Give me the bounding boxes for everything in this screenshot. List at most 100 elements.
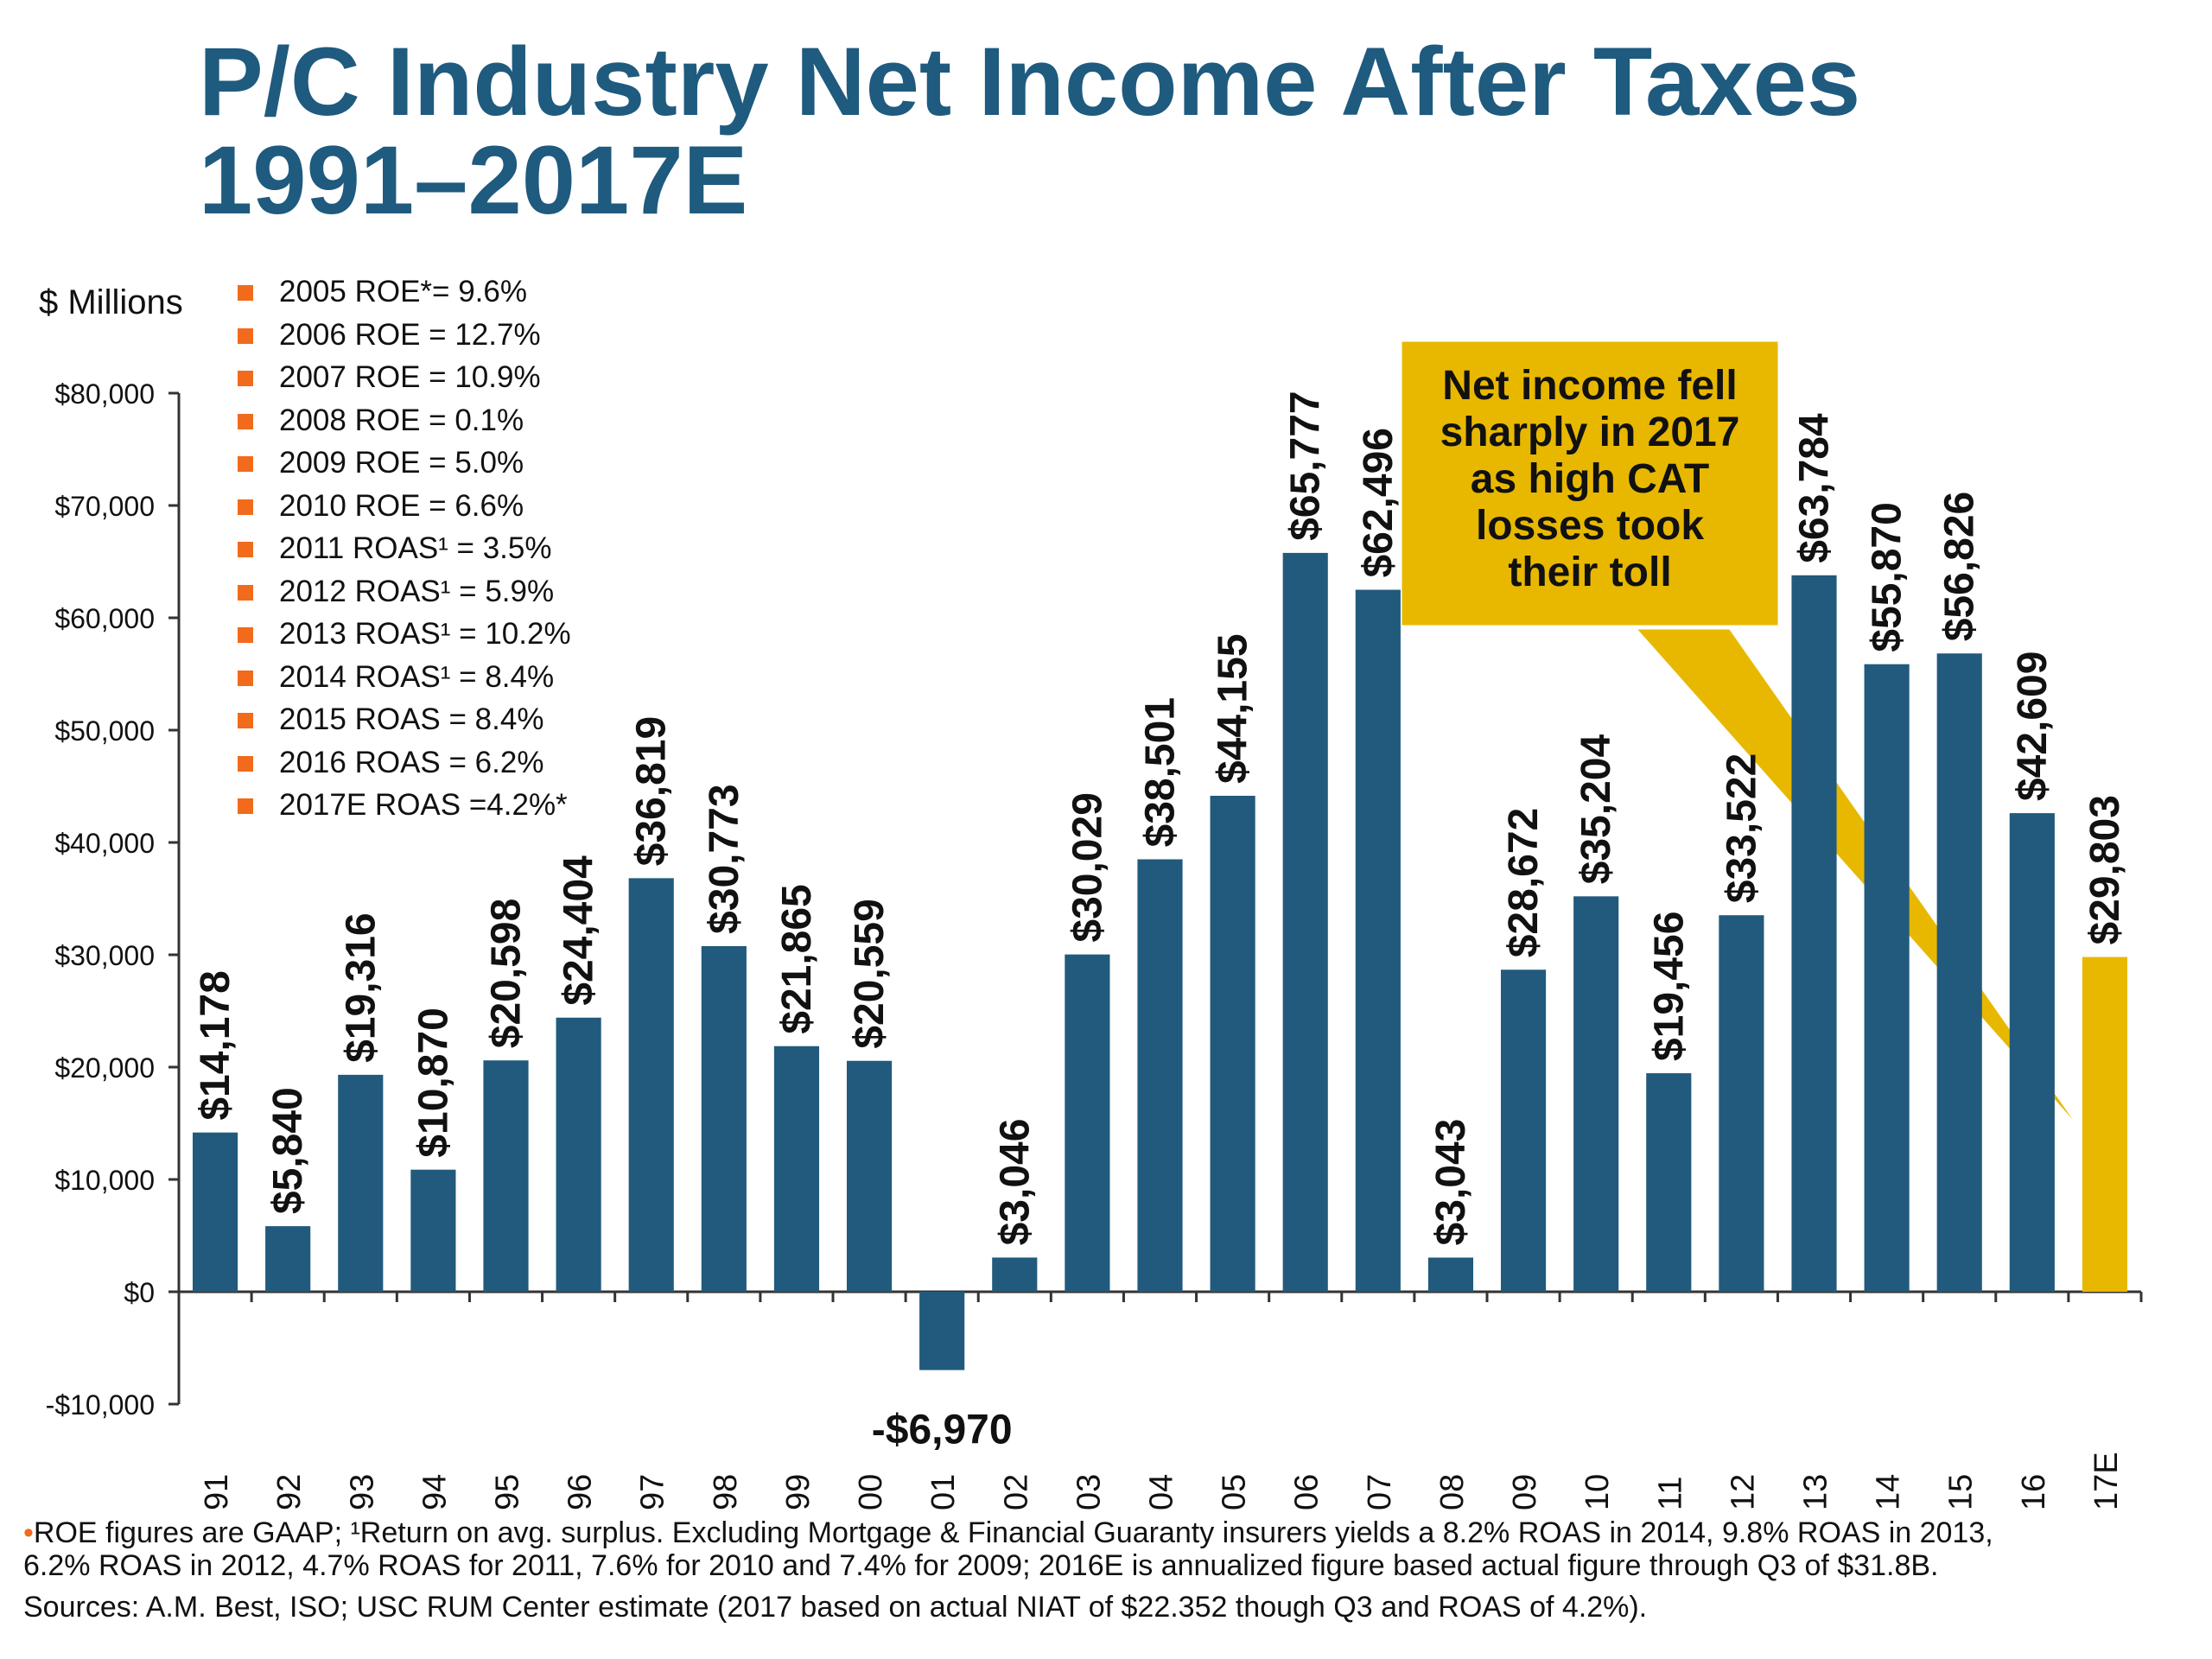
- data-label-02: $3,046: [992, 1119, 1038, 1246]
- x-tick-label-07: 07: [1362, 1474, 1398, 1510]
- y-tick-label: $20,000: [54, 1052, 155, 1084]
- y-tick-label: $50,000: [54, 715, 155, 747]
- data-label-96: $24,404: [556, 855, 602, 1006]
- bar-09: [1500, 969, 1547, 1292]
- data-label-12: $33,522: [1719, 753, 1764, 904]
- x-tick-label-06: 06: [1289, 1474, 1325, 1510]
- bar-04: [1137, 859, 1183, 1292]
- chart-title: P/C Industry Net Income After Taxes 1991…: [199, 33, 1860, 230]
- title-line-2: 1991–2017E: [199, 126, 748, 234]
- x-tick-label-15: 15: [1943, 1474, 1980, 1510]
- x-tick-label-14: 14: [1871, 1474, 1907, 1510]
- data-label-10: $35,204: [1573, 734, 1619, 885]
- data-label-91: $14,178: [193, 970, 238, 1121]
- roe-note-item: 2016 ROAS = 6.2%: [238, 746, 571, 789]
- x-tick-label-98: 98: [708, 1474, 744, 1510]
- y-tick-label: $70,000: [54, 491, 155, 522]
- bar-96: [556, 1017, 601, 1292]
- roe-note-item: 2011 ROAS¹ = 3.5%: [238, 531, 571, 575]
- callout-text-line: sharply in 2017: [1440, 410, 1740, 455]
- data-label-99: $21,865: [774, 884, 820, 1034]
- x-tick-label-08: 08: [1434, 1474, 1471, 1510]
- roe-note-item: 2005 ROE*= 9.6%: [238, 275, 571, 318]
- y-tick-label: $10,000: [54, 1165, 155, 1196]
- x-tick-label-94: 94: [416, 1474, 453, 1510]
- callout-text-line: as high CAT: [1470, 456, 1710, 502]
- bar-11: [1646, 1073, 1692, 1292]
- data-label-08: $3,043: [1428, 1119, 1474, 1246]
- bar-99: [773, 1046, 820, 1292]
- y-axis-unit-label: $ Millions: [39, 283, 183, 321]
- data-label-16: $42,609: [2010, 652, 2056, 802]
- callout-box-rect: [1397, 337, 1783, 630]
- data-labels: $14,178 $5,840 $19,316 $10,870 $20,598 $24,40…: [193, 391, 2128, 1452]
- bar-02: [992, 1257, 1038, 1292]
- x-tick-label-17E: 17E: [2088, 1452, 2125, 1510]
- bar-08: [1427, 1257, 1474, 1292]
- footnote-line-1-text: ROE figures are GAAP; ¹Return on avg. su…: [33, 1516, 1993, 1549]
- y-tick-label: $60,000: [54, 603, 155, 634]
- x-tick-label-00: 00: [853, 1474, 889, 1510]
- roe-note-item: 2015 ROAS = 8.4%: [238, 702, 571, 746]
- x-tick-label-10: 10: [1580, 1474, 1616, 1510]
- bar-10: [1573, 896, 1619, 1292]
- bar-94: [410, 1169, 456, 1292]
- x-tick-label-92: 92: [271, 1474, 308, 1510]
- callout-text-line: losses took: [1475, 503, 1705, 549]
- x-tick-label-01: 01: [925, 1474, 962, 1510]
- data-label-97: $36,819: [629, 716, 675, 867]
- x-tick-label-16: 16: [2016, 1474, 2052, 1510]
- x-tick-label-95: 95: [490, 1474, 526, 1510]
- x-tick-label-04: 04: [1144, 1474, 1180, 1510]
- bars: [192, 552, 2128, 1370]
- data-label-09: $28,672: [1501, 808, 1547, 958]
- data-label-04: $38,501: [1138, 697, 1184, 848]
- x-tick-label-09: 09: [1507, 1474, 1543, 1510]
- x-tick-label-13: 13: [1798, 1474, 1834, 1510]
- bar-95: [483, 1060, 529, 1292]
- x-tick-label-03: 03: [1071, 1474, 1107, 1510]
- bar-03: [1065, 954, 1110, 1292]
- roe-note-item: 2012 ROAS¹ = 5.9%: [238, 575, 571, 618]
- roe-note-item: 2008 ROE = 0.1%: [238, 404, 571, 447]
- footnote-line-2: 6.2% ROAS in 2012, 4.7% ROAS for 2011, 7…: [23, 1549, 1939, 1582]
- footnote-line-1: •ROE figures are GAAP; ¹Return on avg. s…: [23, 1516, 2201, 1549]
- x-tick-label-02: 02: [998, 1474, 1034, 1510]
- data-label-07: $62,496: [1356, 428, 1402, 578]
- callout-text: Net income fell sharply in 2017 as high CA…: [1404, 363, 1776, 596]
- roe-note-item: 2010 ROE = 6.6%: [238, 489, 571, 532]
- footnote-bullet: •: [23, 1516, 34, 1549]
- data-label-03: $30,029: [1065, 792, 1110, 943]
- bar-17E: [2082, 957, 2128, 1292]
- data-label-93: $19,316: [338, 912, 384, 1063]
- bar-06: [1282, 552, 1328, 1292]
- data-label-14: $55,870: [1865, 502, 1910, 652]
- bar-91: [192, 1132, 238, 1292]
- callout-text-line: Net income fell: [1442, 363, 1738, 409]
- y-tick-labels: -$10,000 $0 $10,000 $20,000 $30,000 $40,000 $5…: [46, 378, 155, 1421]
- bar-98: [701, 945, 747, 1292]
- y-tick-label: -$10,000: [46, 1389, 155, 1421]
- x-tick-label-96: 96: [563, 1474, 599, 1510]
- y-tick-label: $0: [124, 1277, 155, 1308]
- y-tick-label: $30,000: [54, 940, 155, 971]
- data-label-00: $20,559: [847, 899, 893, 1049]
- bar-01: [919, 1292, 965, 1370]
- roe-note-item: 2006 ROE = 12.7%: [238, 318, 571, 361]
- data-label-05: $44,155: [1211, 633, 1256, 784]
- y-tick-label: $80,000: [54, 378, 155, 410]
- footnotes: •ROE figures are GAAP; ¹Return on avg. s…: [23, 1516, 2201, 1624]
- roe-notes-list: 2005 ROE*= 9.6% 2006 ROE = 12.7% 2007 ROE …: [238, 275, 571, 831]
- bar-00: [846, 1060, 893, 1292]
- bar-92: [265, 1226, 311, 1292]
- callout-text-line: their toll: [1508, 550, 1672, 595]
- bar-15: [1936, 653, 1982, 1292]
- data-label-94: $10,870: [410, 1007, 456, 1158]
- roe-note-item: 2017E ROAS =4.2%*: [238, 788, 571, 831]
- x-tick-label-91: 91: [199, 1474, 235, 1510]
- roe-note-item: 2007 ROE = 10.9%: [238, 360, 571, 404]
- data-label-01: -$6,970: [872, 1408, 1013, 1453]
- roe-note-item: 2013 ROAS¹ = 10.2%: [238, 617, 571, 660]
- x-tick-label-11: 11: [1652, 1477, 1688, 1510]
